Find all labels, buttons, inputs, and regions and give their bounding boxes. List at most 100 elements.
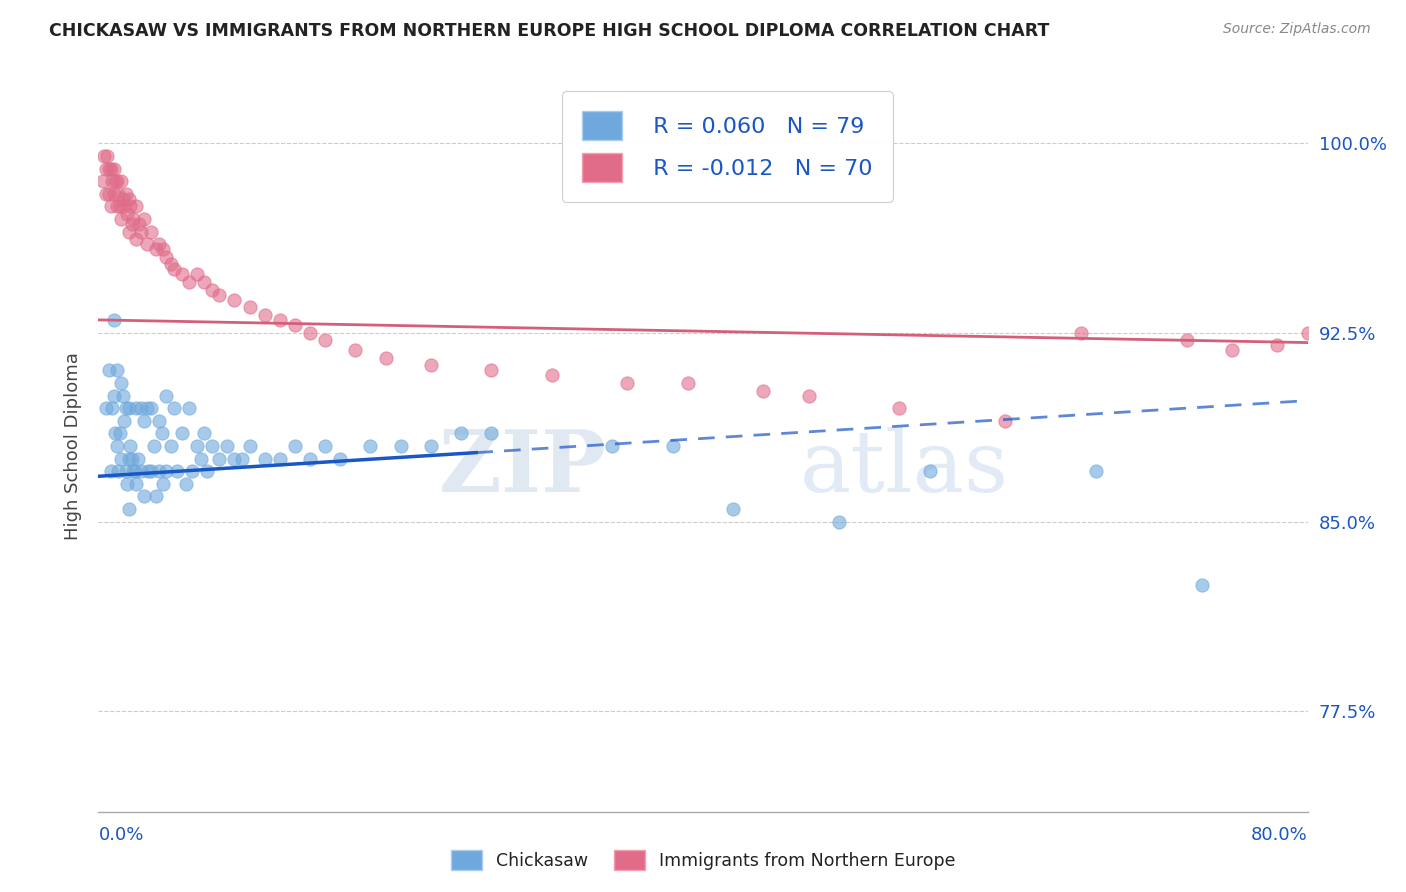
Point bbox=[166, 464, 188, 478]
Point bbox=[125, 199, 148, 213]
Point bbox=[145, 490, 167, 504]
Point bbox=[420, 359, 443, 373]
Point bbox=[118, 401, 141, 416]
Point bbox=[193, 426, 215, 441]
Point bbox=[918, 464, 941, 478]
Point bbox=[314, 439, 336, 453]
Point bbox=[111, 388, 134, 402]
Point bbox=[208, 287, 231, 301]
Y-axis label: High School Diploma: High School Diploma bbox=[63, 352, 82, 540]
Point bbox=[110, 376, 132, 390]
Point bbox=[132, 212, 155, 227]
Point bbox=[143, 439, 166, 453]
Point bbox=[132, 414, 155, 428]
Point bbox=[231, 451, 253, 466]
Point bbox=[98, 363, 121, 377]
Point bbox=[1175, 333, 1198, 347]
Point bbox=[269, 313, 291, 327]
Point bbox=[110, 212, 132, 227]
Point bbox=[450, 426, 472, 441]
Point bbox=[129, 401, 152, 416]
Point bbox=[100, 464, 122, 478]
Point bbox=[148, 464, 170, 478]
Point bbox=[239, 300, 262, 314]
Point bbox=[141, 401, 163, 416]
Text: 0.0%: 0.0% bbox=[98, 826, 143, 845]
Point bbox=[128, 217, 150, 231]
Point bbox=[602, 439, 624, 453]
Point bbox=[152, 476, 174, 491]
Point bbox=[179, 275, 201, 289]
Point bbox=[125, 232, 148, 246]
Point bbox=[190, 451, 212, 466]
Point bbox=[94, 401, 117, 416]
Point bbox=[170, 426, 193, 441]
Point bbox=[114, 401, 136, 416]
Point bbox=[481, 426, 503, 441]
Point bbox=[136, 464, 159, 478]
Point bbox=[104, 174, 127, 188]
Point bbox=[540, 368, 562, 383]
Point bbox=[107, 464, 129, 478]
Point bbox=[148, 414, 170, 428]
Point bbox=[389, 439, 412, 453]
Point bbox=[195, 464, 218, 478]
Point bbox=[889, 401, 911, 416]
Point bbox=[105, 174, 128, 188]
Point bbox=[112, 414, 135, 428]
Point bbox=[110, 174, 132, 188]
Point bbox=[118, 192, 141, 206]
Point bbox=[108, 199, 131, 213]
Point bbox=[103, 186, 125, 201]
Point bbox=[107, 186, 129, 201]
Point bbox=[132, 490, 155, 504]
Point bbox=[186, 439, 208, 453]
Point bbox=[105, 363, 128, 377]
Point bbox=[105, 439, 128, 453]
Point bbox=[145, 242, 167, 256]
Point bbox=[215, 439, 238, 453]
Point bbox=[752, 384, 775, 398]
Point bbox=[121, 217, 143, 231]
Point bbox=[148, 237, 170, 252]
Point bbox=[329, 451, 352, 466]
Point bbox=[828, 515, 851, 529]
Point bbox=[284, 318, 307, 332]
Point bbox=[344, 343, 367, 358]
Point bbox=[114, 186, 136, 201]
Point bbox=[360, 439, 382, 453]
Point bbox=[110, 451, 132, 466]
Point bbox=[155, 250, 177, 264]
Point bbox=[193, 275, 215, 289]
Point bbox=[661, 439, 683, 453]
Point bbox=[129, 225, 152, 239]
Point bbox=[723, 502, 745, 516]
Point bbox=[118, 502, 141, 516]
Point bbox=[163, 262, 186, 277]
Point bbox=[101, 401, 124, 416]
Point bbox=[155, 388, 177, 402]
Point bbox=[239, 439, 262, 453]
Point bbox=[96, 149, 118, 163]
Point bbox=[127, 451, 149, 466]
Text: 80.0%: 80.0% bbox=[1251, 826, 1308, 845]
Point bbox=[420, 439, 443, 453]
Point bbox=[150, 426, 173, 441]
Point bbox=[299, 326, 322, 340]
Point bbox=[284, 439, 307, 453]
Point bbox=[224, 293, 246, 307]
Point bbox=[1085, 464, 1108, 478]
Text: CHICKASAW VS IMMIGRANTS FROM NORTHERN EUROPE HIGH SCHOOL DIPLOMA CORRELATION CHA: CHICKASAW VS IMMIGRANTS FROM NORTHERN EU… bbox=[49, 22, 1050, 40]
Point bbox=[201, 283, 224, 297]
Point bbox=[101, 174, 124, 188]
Point bbox=[269, 451, 291, 466]
Point bbox=[98, 161, 121, 176]
Point bbox=[120, 439, 142, 453]
Point bbox=[224, 451, 246, 466]
Point bbox=[122, 464, 145, 478]
Text: Source: ZipAtlas.com: Source: ZipAtlas.com bbox=[1223, 22, 1371, 37]
Point bbox=[103, 388, 125, 402]
Point bbox=[108, 426, 131, 441]
Point bbox=[797, 388, 820, 402]
Point bbox=[103, 161, 125, 176]
